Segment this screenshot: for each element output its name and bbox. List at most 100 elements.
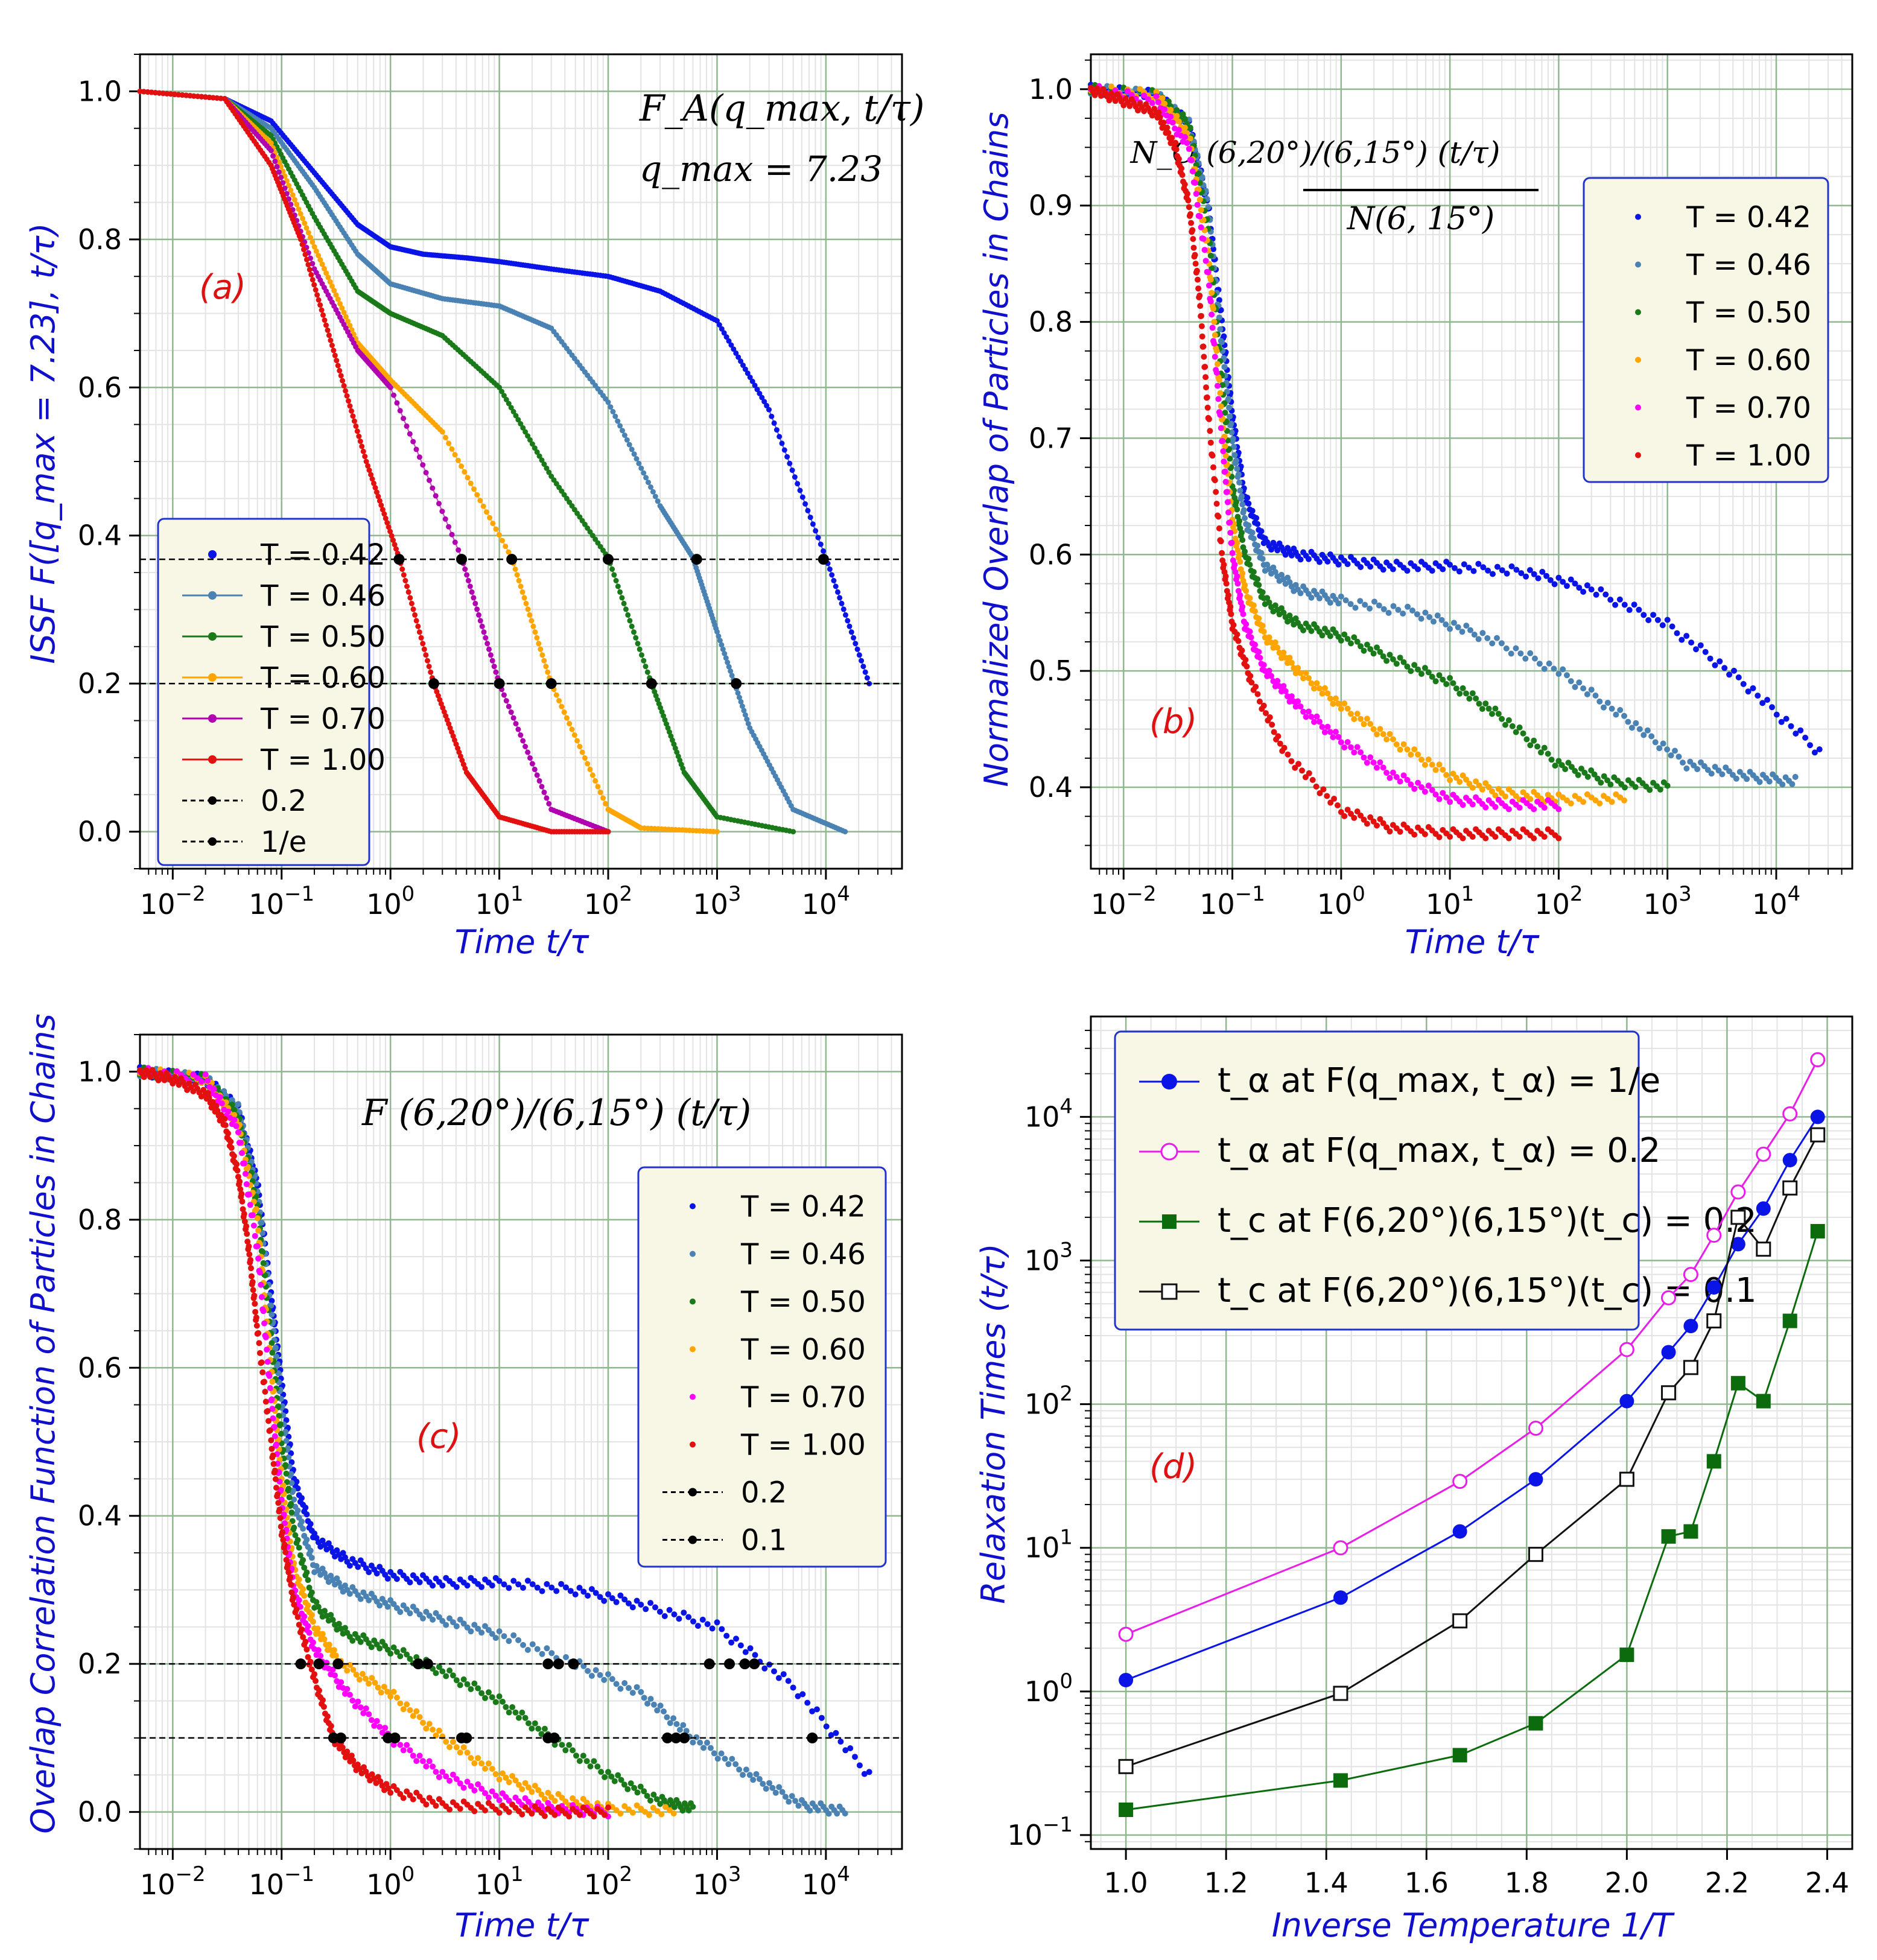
- data-point: [638, 465, 644, 471]
- data-point: [1240, 611, 1247, 617]
- data-point: [1386, 652, 1393, 658]
- legend-dot: [1635, 452, 1641, 458]
- data-point: [1756, 779, 1763, 785]
- data-point: [512, 566, 518, 572]
- data-point: [1297, 556, 1304, 563]
- data-point: [291, 197, 297, 203]
- data-point: [464, 1624, 471, 1631]
- data-point: [1351, 716, 1358, 722]
- data-point: [553, 1588, 560, 1594]
- panel-b-y-tick-label: 0.7: [1029, 422, 1073, 454]
- data-point: [739, 703, 745, 709]
- data-point: [248, 1158, 255, 1165]
- data-point: [1669, 623, 1675, 630]
- data-point: [1306, 556, 1312, 562]
- panel-a-series-046: [137, 88, 848, 835]
- panel-c-y-tick-label: 0.0: [78, 1796, 122, 1828]
- data-point: [1161, 106, 1168, 113]
- data-point: [526, 1720, 532, 1727]
- data-point: [301, 1593, 308, 1599]
- data-point: [1683, 633, 1690, 639]
- panel-b-legend-label: T = 1.00: [1686, 439, 1811, 473]
- data-point: [769, 1784, 776, 1791]
- data-point: [428, 669, 434, 675]
- data-point: [860, 664, 866, 670]
- data-point: [1256, 582, 1262, 588]
- data-point: [1633, 720, 1639, 726]
- data-point: [471, 1760, 478, 1766]
- data-point: [605, 399, 611, 405]
- panel-a-crossing-point: [818, 554, 829, 565]
- data-point: [1324, 690, 1331, 697]
- data-point: [1335, 600, 1342, 607]
- data-point: [1429, 761, 1435, 768]
- data-point: [430, 1616, 436, 1623]
- data-point: [559, 703, 565, 709]
- data-point: [1452, 565, 1458, 571]
- data-point: [1482, 835, 1489, 842]
- data-point: [1226, 404, 1233, 411]
- data-point: [779, 1789, 786, 1795]
- data-point: [538, 646, 544, 652]
- data-point: [1443, 794, 1450, 801]
- data-point: [1783, 715, 1790, 722]
- x-tick-label-base: 10: [366, 888, 402, 921]
- data-point: [861, 1771, 868, 1777]
- panel-a-crossing-point: [506, 554, 518, 565]
- data-point: [1269, 722, 1275, 728]
- data-point: [1256, 615, 1262, 622]
- data-point: [471, 595, 477, 601]
- data-point: [1128, 92, 1135, 98]
- data-point: [300, 1557, 306, 1563]
- data-point: [390, 538, 396, 543]
- data-point: [625, 612, 631, 618]
- data-point: [741, 708, 747, 714]
- data-point: [1192, 261, 1199, 267]
- data-point: [311, 282, 317, 288]
- data-point: [1253, 515, 1260, 521]
- data-point: [1632, 784, 1639, 790]
- data-point: [484, 641, 491, 647]
- data-point: [1479, 706, 1485, 712]
- data-point: [314, 1625, 321, 1632]
- data-point: [1578, 766, 1584, 772]
- data-point: [353, 423, 359, 429]
- data-point: [1157, 114, 1163, 121]
- data-point: [335, 296, 341, 302]
- data-point: [1367, 721, 1374, 727]
- data-point: [357, 1596, 364, 1602]
- data-point: [1531, 737, 1537, 744]
- data-point: [1227, 519, 1233, 526]
- panel-d-x-tick-label: 1.6: [1405, 1866, 1449, 1899]
- data-point: [544, 465, 550, 471]
- data-point: [1456, 779, 1463, 785]
- data-point: [1447, 777, 1453, 784]
- data-point: [1534, 743, 1541, 750]
- data-point: [1250, 535, 1257, 542]
- data-point: [1513, 729, 1519, 735]
- data-point: [272, 158, 278, 164]
- data-point: [641, 470, 647, 476]
- data-point: [468, 480, 474, 486]
- data-point: [1609, 705, 1615, 712]
- data-point: [464, 1749, 471, 1756]
- data-point: [1636, 726, 1643, 732]
- data-point: [1217, 326, 1224, 332]
- data-point: [786, 1798, 792, 1805]
- data-point: [1277, 740, 1283, 747]
- data-point: [276, 1413, 282, 1419]
- data-point: [671, 1611, 678, 1618]
- data-point: [539, 457, 545, 463]
- data-point: [1198, 207, 1204, 213]
- data-point: [1377, 816, 1383, 822]
- data-point: [617, 1592, 624, 1599]
- data-point: [407, 1610, 413, 1617]
- data-point: [459, 463, 465, 469]
- data-point: [1239, 501, 1246, 508]
- data-point: [278, 1430, 284, 1437]
- panel-a-data: [137, 88, 902, 835]
- data-point: [449, 1739, 456, 1745]
- data-point: [1186, 204, 1192, 211]
- data-point: [518, 421, 524, 427]
- data-point: [366, 1569, 372, 1576]
